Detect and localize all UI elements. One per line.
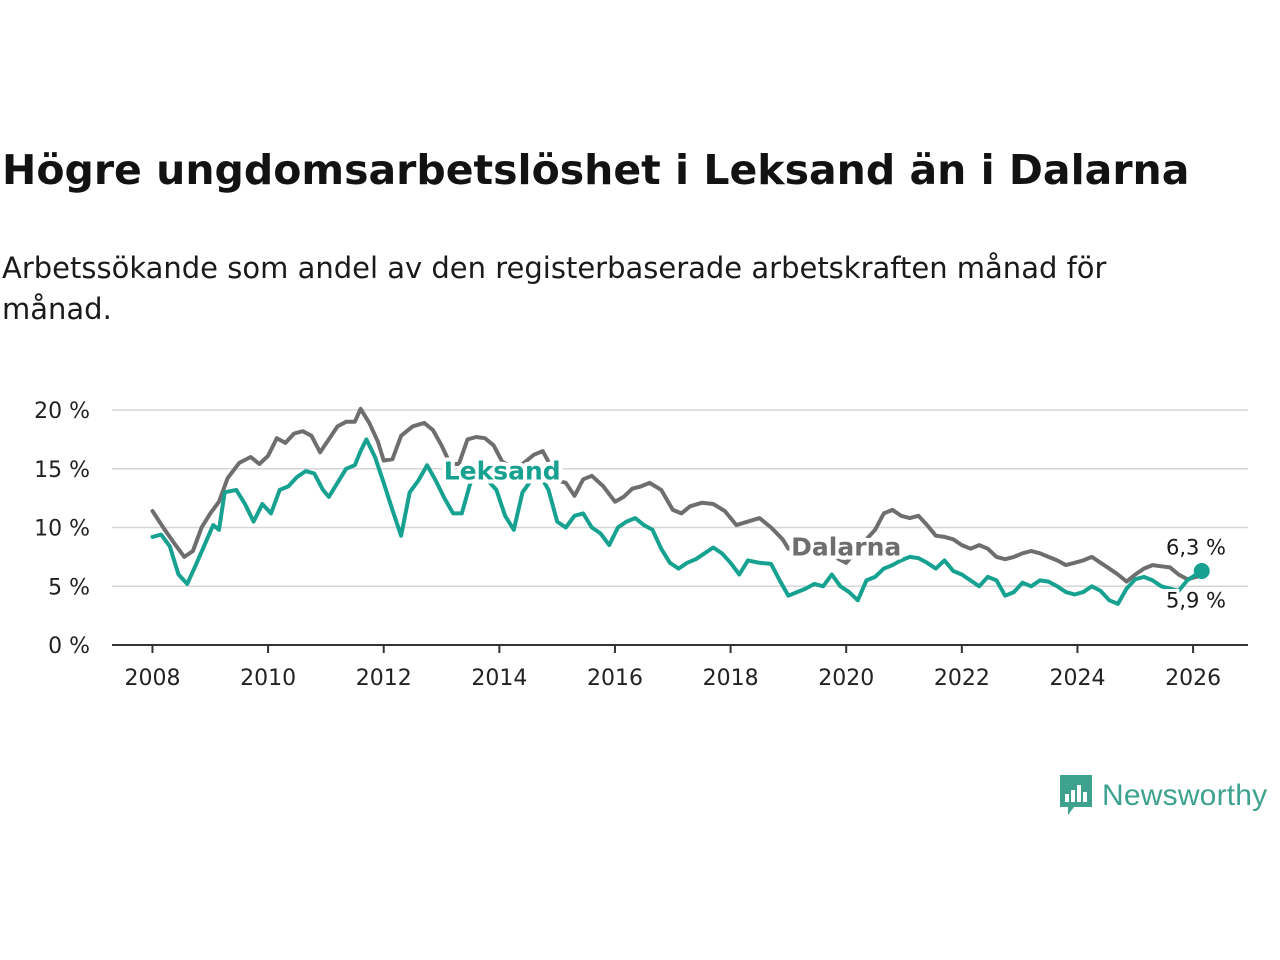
x-tick-label: 2010	[240, 666, 296, 691]
end-value-leksand: 6,3 %	[1166, 536, 1226, 560]
series-label-dalarna: Dalarna	[791, 533, 901, 562]
series-line-dalarna	[150, 406, 1204, 584]
chart-subtitle: Arbetssökande som andel av den registerb…	[2, 251, 1107, 326]
end-value-dalarna: 5,9 %	[1166, 588, 1226, 612]
newsworthy-logo: Newsworthy	[1058, 772, 1267, 820]
x-tick-label: 2024	[1049, 666, 1105, 691]
x-tick-label: 2022	[934, 666, 990, 691]
x-tick-label: 2012	[356, 666, 412, 691]
y-tick-label: 0 %	[48, 634, 90, 659]
grid-lines	[112, 409, 1248, 587]
series-line-leksand	[150, 437, 1204, 606]
endpoint-marker-leksand	[1193, 562, 1210, 579]
series-label-leksand: Leksand	[444, 456, 561, 485]
line-chart: 0 %5 %10 %15 %20 % 2008 2010 2012 2014 2016 2…	[34, 399, 1248, 691]
x-tick-label: 2020	[818, 666, 874, 691]
x-tick-label: 2016	[587, 666, 643, 691]
y-tick-label: 5 %	[48, 575, 90, 600]
series-lines	[150, 406, 1210, 606]
chart-title: Högre ungdomsarbetslöshet i Leksand än i…	[2, 146, 1190, 194]
y-tick-label: 20 %	[34, 399, 90, 424]
x-tick-label: 2008	[124, 666, 180, 691]
brand-name: Newsworthy	[1102, 779, 1268, 812]
series-labels: Leksand Dalarna 6,3 % 5,9 %	[440, 452, 1229, 615]
newsworthy-logo-icon	[1060, 775, 1092, 815]
y-axis-ticks: 0 % 5 % 10 % 15 % 20 %	[34, 399, 90, 659]
x-tick-label: 2018	[703, 666, 759, 691]
y-tick-label: 15 %	[34, 458, 90, 483]
x-axis: 2008 2010 2012 2014 2016 2018 2020 2022 2024 2026	[112, 644, 1248, 691]
x-tick-label: 2014	[471, 666, 527, 691]
y-tick-label: 10 %	[34, 517, 90, 542]
x-tick-label: 2026	[1165, 666, 1221, 691]
